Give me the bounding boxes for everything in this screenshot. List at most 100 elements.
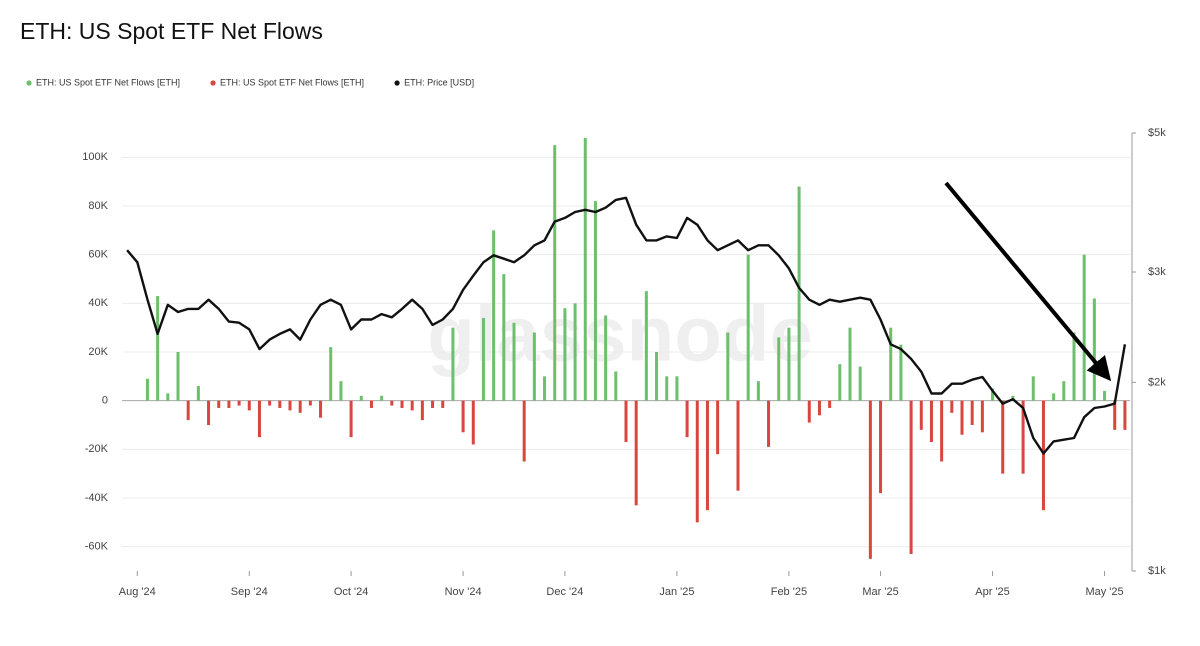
bar: [217, 400, 221, 408]
bar: [196, 386, 200, 401]
bar: [695, 400, 699, 523]
bar: [522, 400, 526, 462]
bar: [828, 400, 832, 408]
bar: [145, 378, 149, 401]
bar: [451, 327, 455, 401]
bar: [787, 327, 791, 401]
bar: [553, 145, 557, 401]
bar: [929, 400, 933, 443]
bar: [858, 366, 862, 401]
bar: [604, 315, 608, 401]
bar: [919, 400, 923, 430]
bar: [991, 388, 995, 401]
legend-marker: [26, 80, 32, 86]
bar: [400, 400, 404, 408]
y-tick-label: 0: [102, 395, 108, 407]
bar: [319, 400, 323, 418]
bar: [756, 381, 760, 401]
bar: [1072, 332, 1076, 401]
bar: [156, 296, 160, 401]
bar: [166, 393, 170, 401]
bar: [980, 400, 984, 433]
bar: [1103, 390, 1107, 401]
bar: [481, 317, 485, 401]
bar: [1001, 400, 1005, 474]
bar: [644, 291, 648, 401]
y2-tick-label: $3k: [1148, 266, 1166, 278]
bar: [563, 308, 567, 401]
legend-marker: [394, 80, 400, 86]
bar: [176, 352, 180, 401]
y-tick-label: 20K: [88, 346, 108, 358]
bar: [298, 400, 302, 413]
bar: [746, 254, 750, 401]
bar: [207, 400, 211, 425]
bar: [237, 400, 241, 406]
bar: [1062, 381, 1066, 401]
bar: [634, 400, 638, 506]
bar: [329, 347, 333, 401]
bar: [736, 400, 740, 491]
bar: [940, 400, 944, 462]
bar: [227, 400, 231, 408]
bar: [889, 327, 893, 401]
bar: [1021, 400, 1025, 474]
bar: [512, 322, 516, 401]
bar: [797, 186, 801, 401]
bar: [420, 400, 424, 421]
bar: [1031, 376, 1035, 401]
chart-title: ETH: US Spot ETF Net Flows: [20, 18, 323, 44]
bar: [431, 400, 435, 408]
y-tick-label: -60K: [85, 541, 109, 553]
bar: [899, 344, 903, 401]
annotation-arrow: [944, 181, 1112, 382]
y-tick-label: 60K: [88, 249, 108, 261]
legend-label: ETH: Price [USD]: [404, 77, 474, 87]
bar: [879, 400, 883, 494]
y2-tick-label: $5k: [1148, 127, 1166, 139]
legend-marker: [210, 80, 216, 86]
bar: [624, 400, 628, 443]
bar: [390, 400, 394, 406]
bar: [1041, 400, 1045, 511]
bar: [349, 400, 353, 438]
bar: [1082, 254, 1086, 401]
bar: [308, 400, 312, 406]
x-tick-label: Feb '25: [771, 586, 807, 598]
bar: [532, 332, 536, 401]
bar: [614, 371, 618, 401]
y-tick-label: 100K: [82, 151, 108, 163]
bar: [1123, 400, 1127, 430]
y-tick-label: -20K: [85, 443, 109, 455]
grid: [122, 156, 1130, 548]
bar: [1113, 400, 1117, 430]
bar: [380, 395, 384, 401]
bar: [359, 395, 363, 401]
y2-tick-label: $2k: [1148, 376, 1166, 388]
bar: [247, 400, 251, 411]
bar: [339, 381, 343, 401]
x-tick-label: Nov '24: [445, 586, 482, 598]
y-tick-label: 40K: [88, 297, 108, 309]
lines: [126, 196, 1127, 455]
bar: [257, 400, 261, 438]
bar: [817, 400, 821, 416]
x-tick-label: Jan '25: [659, 586, 694, 598]
bar: [278, 400, 282, 408]
bar: [471, 400, 475, 445]
bar: [685, 400, 689, 438]
bar: [502, 274, 506, 401]
watermark: glassnode: [427, 290, 813, 378]
bar: [716, 400, 720, 455]
bar: [970, 400, 974, 425]
x-tick-label: Sep '24: [231, 586, 268, 598]
bar: [543, 376, 547, 401]
bar: [573, 303, 577, 401]
bar: [665, 376, 669, 401]
x-tick-label: Dec '24: [546, 586, 583, 598]
legend-label: ETH: US Spot ETF Net Flows [ETH]: [36, 77, 180, 87]
bar: [838, 364, 842, 401]
x-tick-label: Aug '24: [119, 586, 156, 598]
bar: [777, 337, 781, 401]
